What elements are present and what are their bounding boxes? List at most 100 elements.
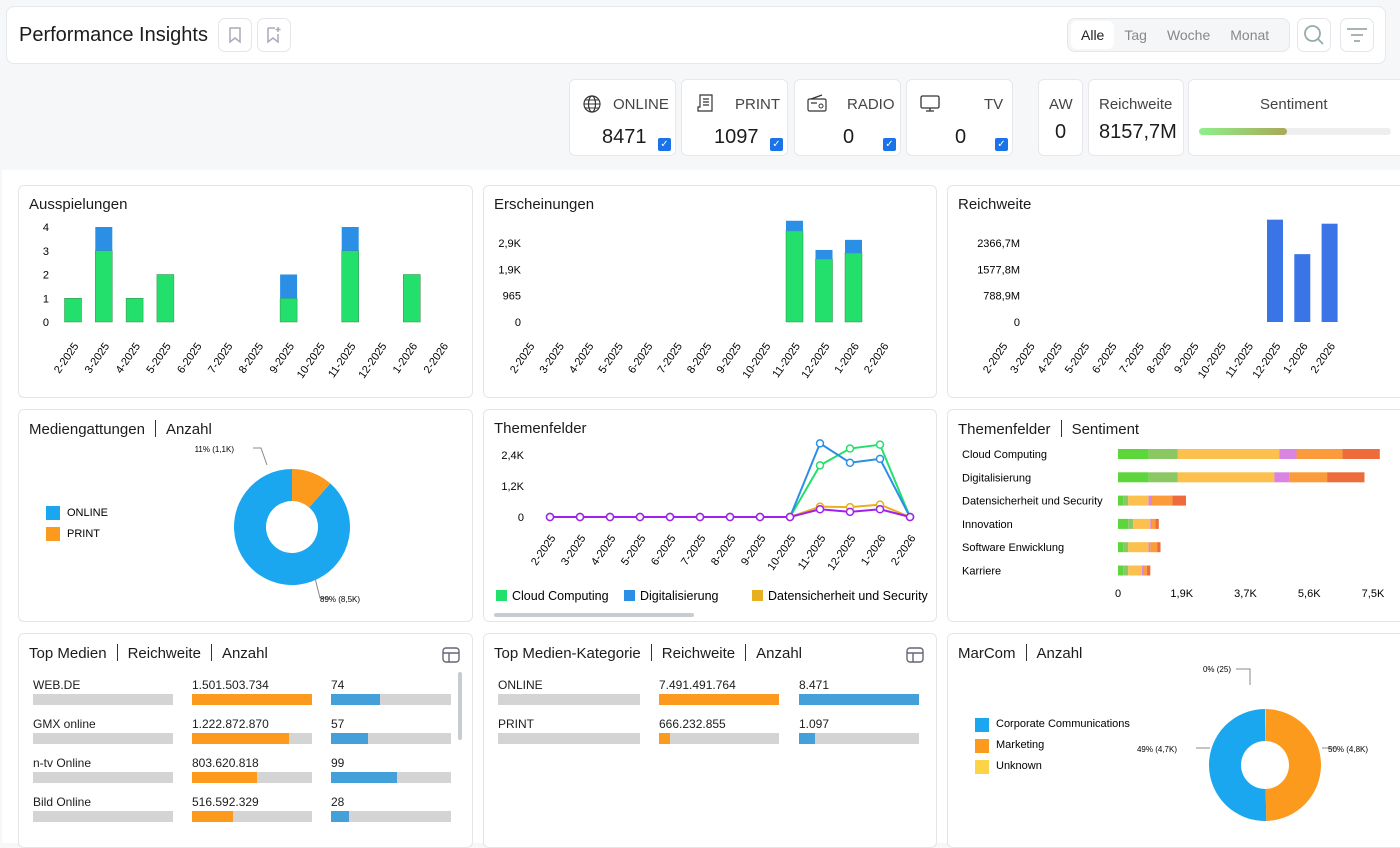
period-woche[interactable]: Woche [1166, 27, 1211, 43]
y-tick-label: 0 [1014, 317, 1020, 329]
count-value: 74 [331, 678, 345, 692]
table-layout-icon[interactable] [442, 647, 460, 663]
sentiment-bar [1199, 128, 1391, 135]
sentiment-segment [1143, 565, 1147, 576]
name-bar [33, 811, 173, 822]
sentiment-segment [1152, 495, 1173, 506]
period-tag[interactable]: Tag [1124, 27, 1147, 43]
data-point [635, 512, 645, 522]
reichweite-chart: 0 788,9M 1577,8M 2366,7M 2-20253-20254-20255… [977, 219, 1338, 381]
pie-data-label: 49% (4,7K) [1137, 745, 1177, 754]
data-point [815, 439, 825, 448]
sentiment-fill [1199, 128, 1288, 135]
stat-value: 8157,7M [1099, 121, 1177, 143]
bar-online [95, 250, 113, 323]
name-bar [498, 733, 640, 744]
title-main: Mediengattungen [29, 421, 145, 438]
y-tick-label: 2,9K [498, 238, 521, 250]
category-label: Innovation [962, 519, 1013, 531]
sentiment-segment [1296, 449, 1343, 459]
card-ausspielungen: Ausspielungen 0 1 2 3 4 2-2025 3-2025 4-2025 5-2… [18, 185, 473, 398]
sentiment-segment [1177, 449, 1280, 459]
card-title: Reichweite [958, 196, 1032, 213]
radio-checkbox[interactable]: ✓ [883, 138, 896, 151]
count-value: 99 [331, 756, 345, 770]
category-label: Datensicherheit und Security [962, 496, 1103, 508]
card-reichweite: Reichweite 0 788,9M 1577,8M 2366,7M 2-2025 3-… [947, 185, 1400, 398]
x-tick-label: 2-2025 [52, 341, 81, 376]
x-tick-label: 7-2025 [1117, 341, 1146, 376]
stat-print: PRINT 1097 ✓ [681, 79, 788, 156]
sentiment-segment [1128, 495, 1149, 506]
bar-print [341, 227, 359, 251]
media-name[interactable]: n-tv Online [33, 756, 92, 770]
media-name[interactable]: PRINT [498, 717, 534, 731]
card-themen-sentiment: Themenfelder Sentiment Cloud Computing Dig… [947, 409, 1400, 622]
title-main: Themenfelder [958, 421, 1051, 438]
x-tick-label: 3-2025 [83, 341, 112, 376]
reach-value: 516.592.329 [192, 795, 259, 809]
bar-reichweite [1267, 219, 1283, 322]
legend-label: Unknown [996, 760, 1042, 772]
x-tick-label: 10-2025 [295, 341, 328, 381]
add-bookmark-button[interactable] [257, 18, 291, 52]
sentiment-segment [1118, 518, 1129, 529]
stat-label: Reichweite [1099, 96, 1173, 113]
legend-label: ONLINE [67, 507, 108, 519]
data-point [845, 444, 855, 453]
pie-data-label: 0% (25) [1203, 665, 1231, 674]
search-button[interactable] [1297, 18, 1331, 52]
sentiment-segment [1133, 518, 1151, 529]
tv-checkbox[interactable]: ✓ [995, 138, 1008, 151]
table-layout-icon[interactable] [906, 647, 924, 663]
x-tick-label: 9-2025 [714, 341, 743, 376]
bar-online [64, 298, 82, 323]
x-tick-label: 5-2025 [144, 341, 173, 376]
data-point [785, 512, 795, 522]
filter-button[interactable] [1340, 18, 1374, 52]
category-label: Karriere [962, 566, 1001, 578]
legend-label: PRINT [67, 528, 100, 540]
data-point [665, 512, 675, 522]
x-tick-label: 4-2025 [567, 341, 596, 376]
pie-slice-corporate-communications [1209, 709, 1267, 821]
x-tick-label: 7,5K [1362, 588, 1385, 600]
card-erscheinungen: Erscheinungen 0 965 1,9K 2,9K 2-2025 3-2025 4-… [483, 185, 937, 398]
online-checkbox[interactable]: ✓ [658, 138, 671, 151]
y-tick-label: 1577,8M [977, 264, 1020, 276]
x-tick-label: 11-2025 [796, 533, 829, 572]
reach-bar [192, 772, 312, 783]
filter-icon [1347, 28, 1367, 42]
stat-reichweite: Reichweite 8157,7M [1088, 79, 1184, 156]
stat-radio: RADIO 0 ✓ [794, 79, 901, 156]
legend-swatch [752, 590, 763, 601]
x-tick-label: 12-2025 [799, 341, 832, 381]
y-tick-label: 965 [503, 291, 521, 303]
x-tick-label: 2-2026 [1309, 341, 1338, 376]
count-bar [799, 733, 919, 744]
media-name[interactable]: ONLINE [498, 678, 543, 692]
print-checkbox[interactable]: ✓ [770, 138, 783, 151]
x-tick-label: 3,7K [1234, 588, 1257, 600]
x-tick-label: 4-2025 [589, 533, 618, 568]
data-point [905, 512, 915, 522]
period-alle[interactable]: Alle [1071, 21, 1115, 49]
legend-label: Digitalisierung [640, 589, 719, 603]
bookmark-button[interactable] [218, 18, 252, 52]
period-monat[interactable]: Monat [1230, 27, 1270, 43]
name-bar [33, 733, 173, 744]
table-scrollbar[interactable] [458, 672, 462, 740]
bar-reichweite [1294, 254, 1311, 322]
media-name[interactable]: GMX online [33, 717, 96, 731]
media-name[interactable]: Bild Online [33, 795, 92, 809]
bar-print [280, 274, 298, 299]
stat-label: AW [1049, 96, 1073, 113]
media-name[interactable]: WEB.DE [33, 678, 81, 692]
sentiment-segment [1148, 542, 1151, 553]
sentiment-segment [1342, 449, 1380, 459]
stat-aw: AW 0 [1038, 79, 1083, 156]
legend-scrollbar[interactable] [494, 613, 694, 617]
stat-value: 8471 [602, 126, 647, 148]
sentiment-segment [1128, 542, 1149, 553]
mediengattungen-pie: 89% (8,5K) 11% (1,1K) ONLINE PRINT [46, 445, 360, 604]
